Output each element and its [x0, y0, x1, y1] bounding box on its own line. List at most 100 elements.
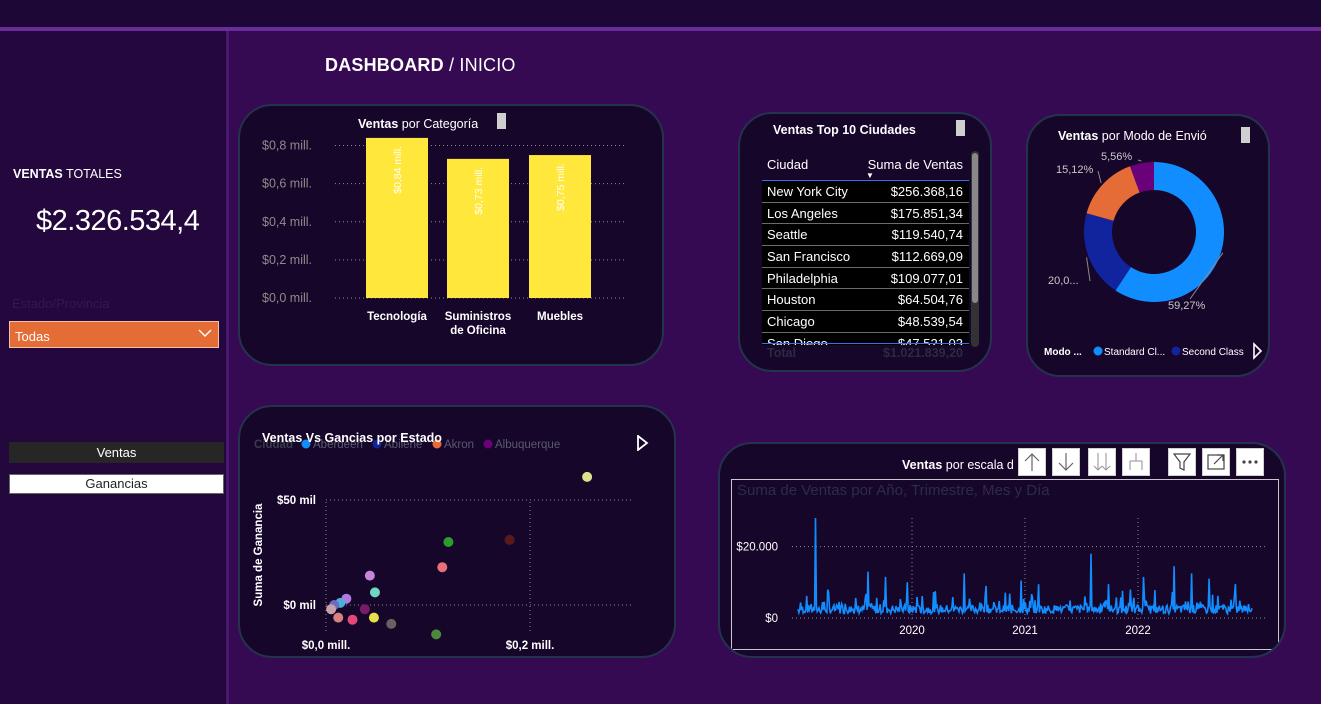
page-title-bold: DASHBOARD — [325, 55, 444, 75]
pin-icon[interactable] — [956, 120, 965, 136]
ganancias-toggle-button[interactable]: Ganancias — [9, 474, 224, 494]
legend-marker — [1093, 346, 1103, 356]
donut-legend-label: Second Class — [1182, 347, 1244, 358]
scatter-point — [504, 534, 515, 545]
scatter-point — [369, 587, 380, 598]
y-tick-label: $0,8 mill. — [262, 139, 312, 153]
scatter-legend-label: Akron — [444, 439, 474, 451]
more-options-button[interactable] — [1236, 448, 1264, 476]
expand-all-button[interactable] — [1088, 448, 1116, 476]
scatter-legend-title: Ciudad — [254, 439, 293, 451]
y-tick-label: $20.000 — [736, 542, 778, 554]
top-cities-title: Ventas Top 10 Ciudades — [773, 123, 916, 137]
table-row[interactable]: San Diego $47.521,03 — [762, 332, 969, 345]
y-tick-label: $0,4 mill. — [262, 215, 312, 229]
sidebar-divider — [226, 31, 229, 704]
focus-mode-icon — [1207, 454, 1225, 470]
scatter-point — [368, 612, 379, 623]
state-dropdown[interactable]: Todas — [9, 321, 219, 348]
table-row[interactable]: Philadelphia $109.077,01 — [762, 267, 969, 290]
bar-chart-title: Ventas por Categoría — [358, 117, 478, 131]
page-title: DASHBOARD / INICIO — [325, 55, 516, 76]
filter-button[interactable] — [1168, 448, 1196, 476]
donut-slice — [1115, 162, 1224, 302]
bar-data-label: $0,73 mill. — [473, 167, 485, 215]
donut-legend-title: Modo ... — [1044, 347, 1082, 358]
drill-up-icon — [1024, 453, 1040, 471]
scatter-point — [326, 604, 337, 615]
drill-down-icon — [1058, 453, 1074, 471]
scatter-point — [359, 604, 370, 615]
more-options-icon — [1242, 460, 1258, 464]
table-cell-city: Philadelphia — [767, 270, 838, 286]
pin-icon[interactable] — [497, 113, 506, 129]
table-cell-city: Los Angeles — [767, 205, 838, 221]
line-chart-plot: $0 $20.000 2020 2021 2022 — [736, 517, 1268, 637]
donut-chart-card[interactable]: Ventas por Modo de Envió 59,27% 20,0... 15… — [1026, 114, 1270, 377]
state-dropdown-value: Todas — [15, 329, 50, 344]
x-tick-label: Suministros — [445, 311, 511, 323]
scatter-point — [437, 562, 448, 573]
table-header: Ciudad Suma de Ventas ▼ — [762, 151, 969, 181]
y-tick-label: $0 — [765, 613, 778, 625]
x-tick-label: $0,0 mill. — [302, 640, 351, 652]
x-tick-label: 2020 — [899, 625, 925, 637]
expand-next-button[interactable] — [1122, 448, 1150, 476]
bar-data-label: $0,84 mill. — [392, 146, 404, 194]
y-axis-label: Suma de Ganancia — [253, 503, 265, 607]
kpi-label: VENTAS TOTALES — [13, 167, 122, 181]
next-page-icon[interactable] — [637, 435, 649, 451]
drill-down-button[interactable] — [1052, 448, 1080, 476]
x-tick-label: Tecnología — [367, 311, 427, 323]
scatter-chart-card[interactable]: Ciudad Aberdeen Abilene Akron Albuquerque $0 … — [238, 405, 676, 658]
table-cell-city: San Diego — [767, 335, 828, 345]
donut-data-label: 59,27% — [1168, 300, 1206, 312]
sort-desc-icon: ▼ — [866, 171, 874, 180]
table-cell-sales: $256.368,16 — [890, 184, 963, 199]
legend-marker — [483, 439, 493, 449]
column-header-city[interactable]: Ciudad — [767, 157, 809, 172]
table-scrollbar[interactable] — [971, 151, 979, 347]
line-series — [797, 517, 1253, 617]
table-row[interactable]: Los Angeles $175.851,34 — [762, 202, 969, 225]
table-cell-sales: $48.539,54 — [897, 314, 963, 330]
table-row[interactable]: Seattle $119.540,74 — [762, 224, 969, 247]
ventas-toggle-button[interactable]: Ventas — [9, 442, 224, 463]
x-tick-label: 2022 — [1125, 625, 1151, 637]
bar-chart-card[interactable]: Ventas por Categoría $0,0 mill. $0,2 mill… — [238, 104, 664, 366]
legend-marker — [372, 439, 382, 449]
focus-mode-button[interactable] — [1202, 448, 1230, 476]
bar — [447, 158, 509, 298]
y-tick-label: $0,6 mill. — [262, 177, 312, 191]
kpi-total-sales: $2.326.534,4 — [36, 205, 200, 237]
x-tick-label: Muebles — [537, 311, 583, 323]
line-chart-card[interactable]: Ventas por escala d Suma de Ventas por A… — [718, 442, 1286, 658]
line-chart-title-rest: por escala d — [942, 458, 1014, 472]
table-cell-sales: $175.851,34 — [890, 205, 963, 221]
top-cities-card[interactable]: Ventas Top 10 Ciudades Ciudad Suma de Ve… — [738, 112, 992, 372]
table-row[interactable]: Chicago $48.539,54 — [762, 311, 969, 333]
chevron-down-icon — [198, 329, 212, 337]
bar-chart-title-bold: Ventas — [358, 117, 399, 131]
column-header-sales[interactable]: Suma de Ventas — [867, 157, 963, 172]
line-chart-title: Ventas por escala d — [902, 458, 1014, 472]
donut-chart-plot: 59,27% 20,0... 15,12% 5,56% Modo ... Standard… — [1044, 151, 1263, 360]
table-total-label: Total — [767, 346, 796, 360]
donut-slice — [1086, 166, 1140, 221]
table-row[interactable]: San Francisco $112.669,09 — [762, 246, 969, 268]
pin-icon[interactable] — [1241, 127, 1250, 143]
table-row[interactable]: New York City $256.368,16 — [762, 181, 969, 203]
legend-marker — [432, 439, 442, 449]
table-row[interactable]: Houston $64.504,76 — [762, 289, 969, 312]
bar-data-label: $0,75 mill. — [555, 163, 567, 211]
scrollbar-thumb[interactable] — [972, 153, 978, 303]
bar-chart-plot: $0,0 mill. $0,2 mill. $0,4 mill. $0,6 mill.… — [262, 137, 625, 337]
y-tick-label: $0,2 mill. — [262, 253, 312, 267]
table-cell-sales: $109.077,01 — [890, 270, 963, 286]
donut-slice — [1130, 162, 1154, 193]
scatter-legend-label: Abilene — [384, 439, 422, 451]
expand-next-icon — [1129, 453, 1143, 470]
drill-up-button[interactable] — [1018, 448, 1046, 476]
top-cities-table: Ciudad Suma de Ventas ▼ New York City $25… — [762, 151, 969, 345]
top-accent-line — [0, 27, 1321, 31]
